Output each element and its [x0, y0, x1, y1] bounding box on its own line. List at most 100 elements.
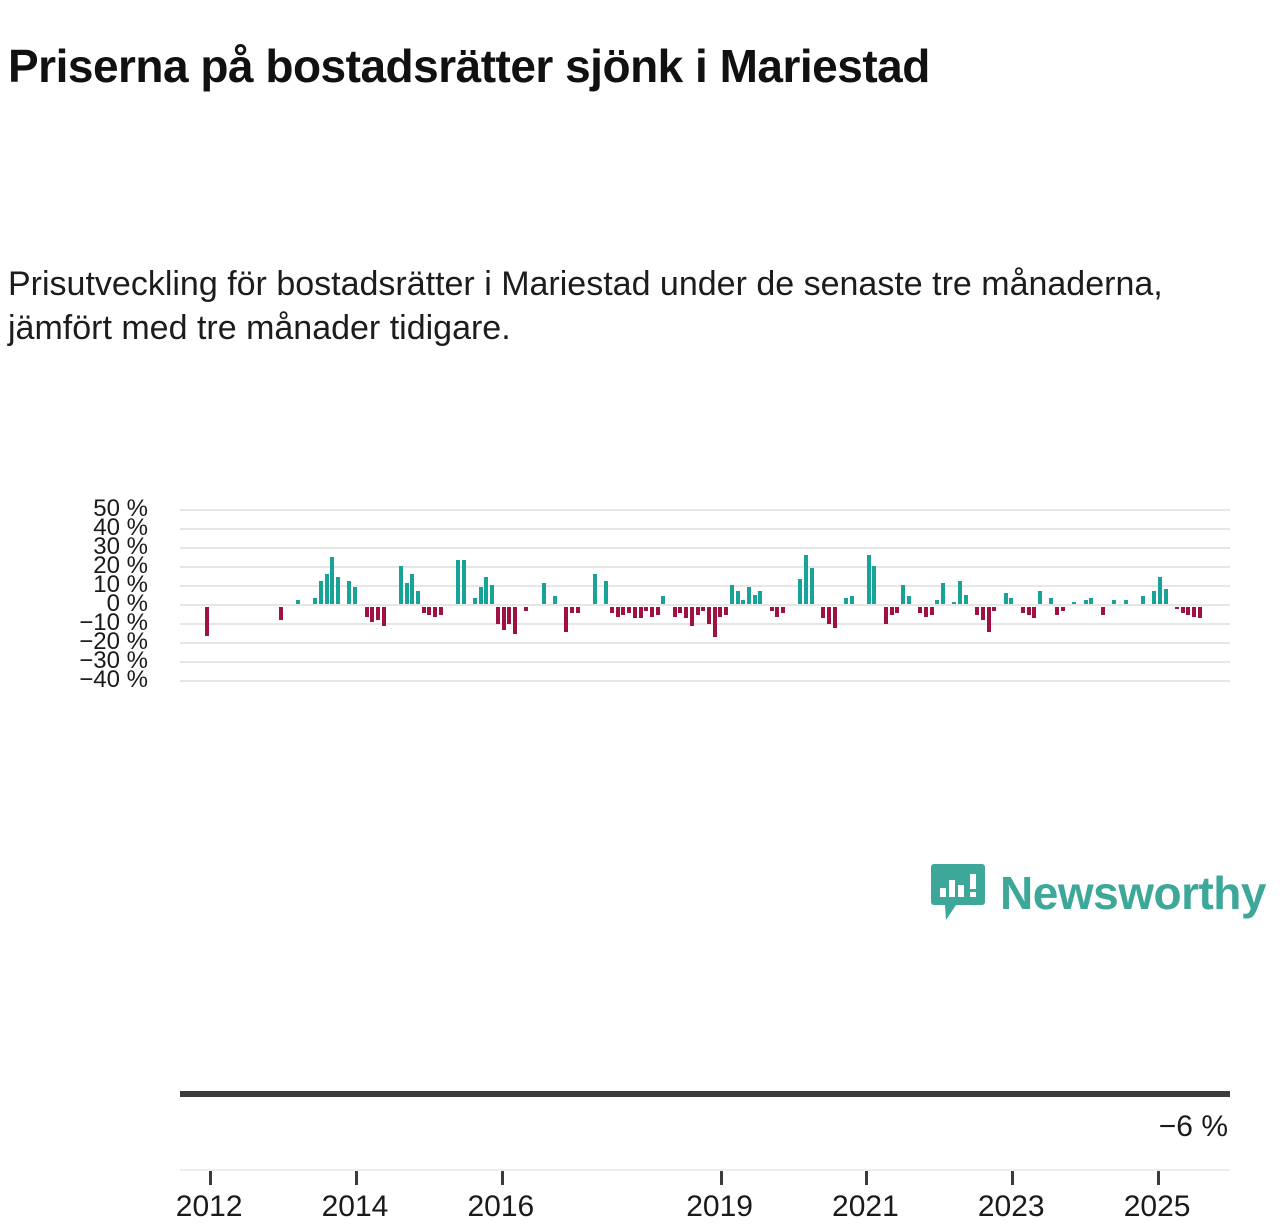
bar — [975, 607, 980, 615]
bar — [775, 607, 780, 617]
bar — [1174, 607, 1179, 609]
bar — [541, 583, 546, 604]
x-axis-tick-label: 2014 — [321, 1190, 389, 1223]
bar — [364, 607, 369, 617]
bar — [758, 590, 763, 604]
bar — [313, 598, 318, 604]
y-axis-tick-label: 40 % — [93, 514, 148, 541]
bar — [649, 607, 654, 617]
bar — [638, 607, 643, 619]
bar — [963, 594, 968, 604]
bar — [781, 607, 786, 613]
bar — [632, 607, 637, 619]
bar — [923, 607, 928, 617]
bar — [1037, 590, 1042, 604]
bar — [701, 607, 706, 611]
bar — [1100, 607, 1105, 615]
bar — [501, 607, 506, 630]
bar — [1186, 607, 1191, 615]
bar — [809, 567, 814, 604]
bar — [296, 600, 301, 604]
bar — [866, 554, 871, 604]
bar — [752, 594, 757, 604]
bar — [398, 566, 403, 604]
last-value-annotation: −6 % — [1158, 1110, 1228, 1143]
x-axis-tick — [355, 1171, 358, 1185]
x-axis-tick — [1157, 1171, 1161, 1185]
bar — [826, 607, 831, 625]
bar — [1009, 598, 1014, 604]
bar — [661, 596, 666, 604]
bar — [901, 585, 906, 604]
bar — [1060, 607, 1065, 611]
x-axis-tick-label: 2012 — [175, 1190, 243, 1223]
bar — [279, 607, 283, 621]
bar — [575, 607, 580, 613]
bar — [1055, 607, 1060, 615]
bar — [1197, 607, 1202, 619]
bar — [1112, 600, 1117, 604]
bar — [804, 554, 808, 604]
gridline — [180, 566, 1230, 568]
bar — [895, 607, 900, 613]
y-axis-tick-label: 10 % — [93, 571, 148, 598]
bar — [935, 600, 940, 604]
bar — [678, 607, 683, 613]
bar — [461, 560, 466, 604]
page-title: Priserna på bostadsrätter sjönk i Maries… — [8, 40, 930, 92]
bar — [404, 583, 409, 604]
bar — [769, 607, 774, 611]
gridline — [180, 661, 1230, 663]
x-axis-tick — [865, 1171, 869, 1185]
x-axis-tick-label: 2019 — [686, 1190, 753, 1223]
bar — [627, 607, 632, 613]
x-axis-tick-label: 2023 — [977, 1190, 1045, 1223]
brand-name: Newsworthy — [1000, 867, 1266, 919]
bar — [609, 607, 614, 613]
bar — [684, 607, 689, 619]
bar — [1140, 596, 1145, 604]
bar — [695, 607, 700, 615]
bar — [821, 607, 826, 619]
bar — [741, 600, 746, 604]
bar — [746, 586, 751, 604]
bar — [843, 598, 848, 604]
gridline — [180, 623, 1230, 625]
bar — [1003, 592, 1008, 604]
y-axis-tick-label: 30 % — [93, 533, 148, 560]
bar — [672, 607, 677, 617]
y-axis-tick-label: 0 % — [106, 590, 148, 617]
bar — [689, 607, 694, 626]
y-axis-tick-label: −20 % — [79, 628, 148, 655]
bar — [564, 607, 569, 632]
x-axis-tick-label: 2021 — [832, 1190, 899, 1223]
bar — [490, 585, 495, 604]
bar — [1180, 607, 1185, 613]
x-axis-line — [180, 1169, 1230, 1171]
bar — [712, 607, 717, 638]
bar — [940, 583, 945, 604]
bar-chart-speech-bubble-icon — [931, 864, 986, 920]
bar — [1163, 588, 1168, 604]
bar — [336, 577, 341, 604]
y-axis-tick-label: −30 % — [79, 647, 148, 674]
bar — [1026, 607, 1031, 615]
bar — [376, 607, 381, 621]
bar — [724, 607, 729, 615]
y-axis-tick-label: 20 % — [93, 552, 148, 579]
bar — [1157, 577, 1162, 604]
bar — [1152, 590, 1157, 604]
bar — [495, 607, 500, 625]
bar — [473, 598, 478, 604]
page-subtitle: Prisutveckling för bostadsrätter i Marie… — [8, 265, 1163, 348]
bar — [986, 607, 991, 632]
bar — [324, 573, 329, 604]
bar — [455, 560, 460, 604]
x-axis-tick-label: 2016 — [467, 1190, 535, 1223]
bar — [644, 607, 649, 611]
x-axis-tick — [500, 1171, 504, 1185]
bar — [370, 607, 375, 623]
bar — [798, 579, 803, 604]
bar — [889, 607, 894, 615]
y-axis-labels: 50 % 40 % 30 % 20 % 10 % 0 % −10 % −20 % −30 % −4… — [0, 490, 176, 700]
